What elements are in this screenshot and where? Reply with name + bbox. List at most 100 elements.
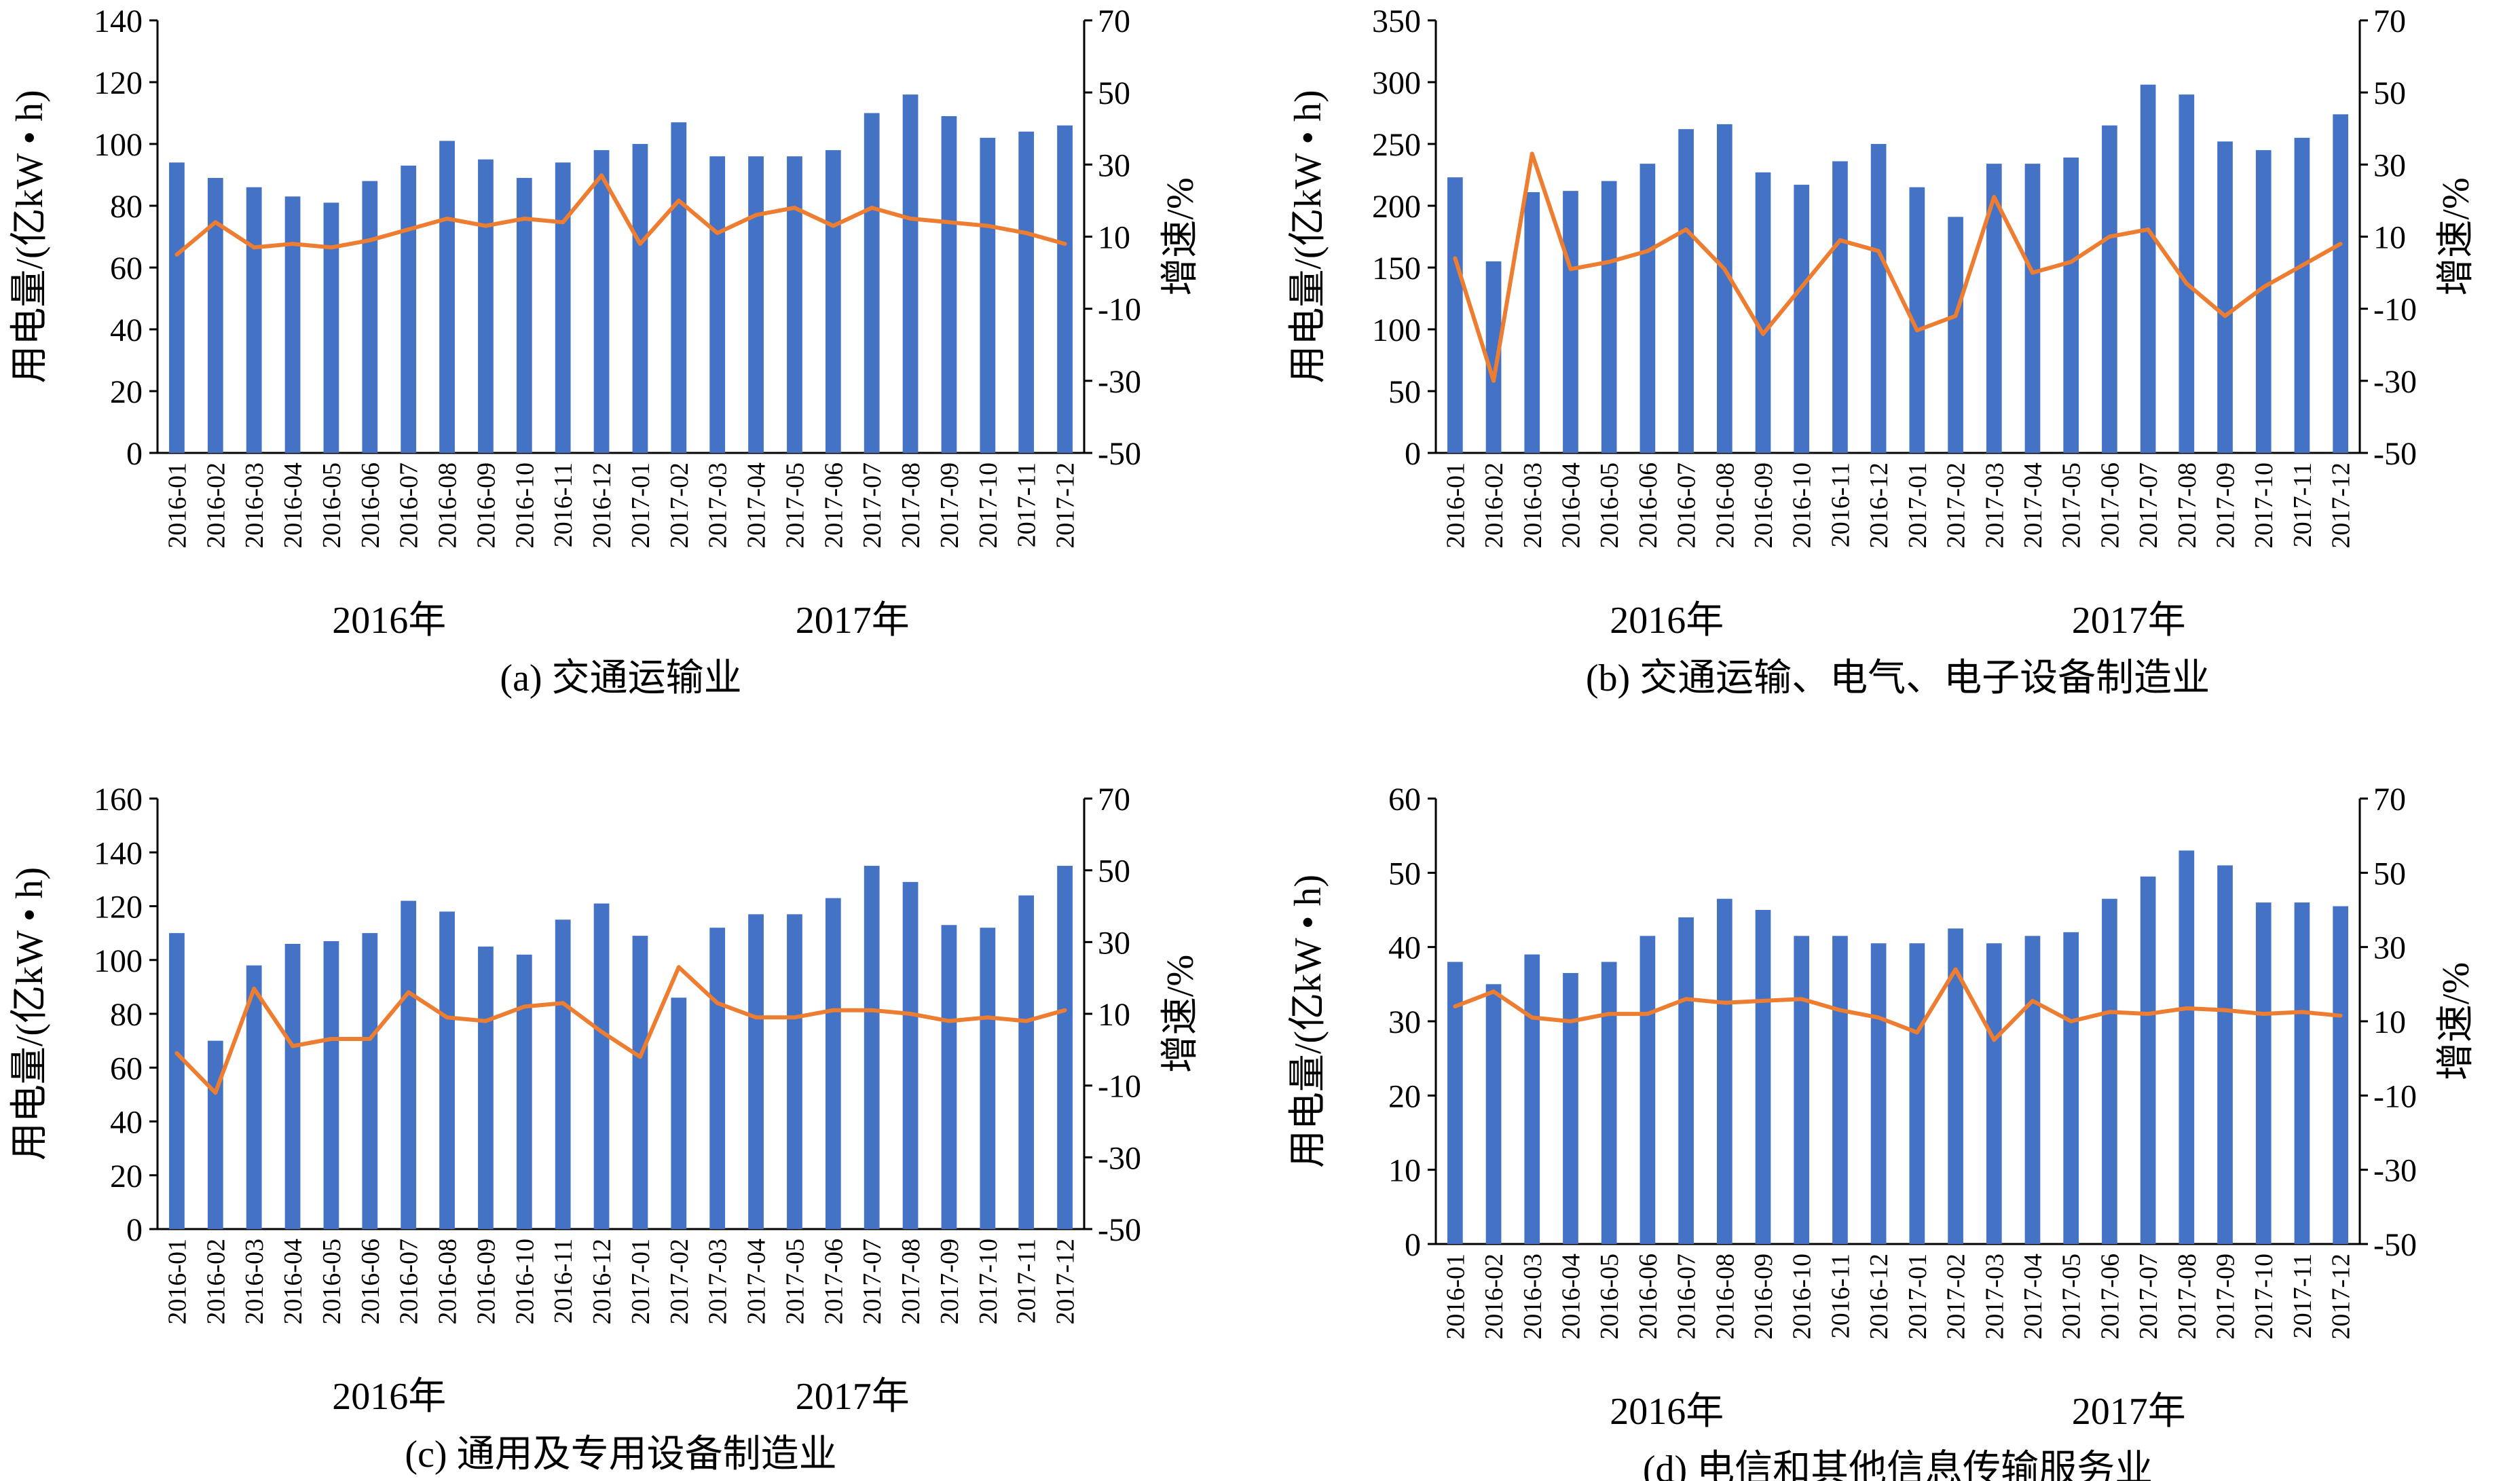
bar-2017-11 [1018, 895, 1035, 1229]
growth-point-2017-02 [1953, 967, 1958, 972]
x-tick-label: 2016-09 [472, 462, 500, 549]
growth-point-2017-03 [715, 1001, 720, 1006]
x-tick-label: 2017-02 [665, 462, 694, 549]
growth-point-2016-06 [367, 1036, 372, 1041]
growth-point-2016-07 [406, 227, 411, 232]
bar-2016-04 [284, 943, 301, 1229]
x-tick-label: 2016-04 [279, 1239, 308, 1325]
growth-point-2017-12 [2338, 1013, 2343, 1018]
x-tick-label: 2017-03 [1980, 1254, 2009, 1340]
growth-point-2016-01 [1453, 1004, 1458, 1009]
growth-point-2017-01 [637, 1055, 642, 1059]
growth-point-2017-06 [831, 1008, 836, 1012]
x-tick-label: 2016-11 [549, 462, 578, 547]
bar-2016-09 [1755, 910, 1771, 1244]
x-tick-label: 2016-06 [356, 1239, 385, 1325]
x-tick-label: 2016-05 [318, 462, 346, 549]
growth-point-2017-07 [2146, 227, 2151, 232]
growth-point-2017-05 [2069, 259, 2073, 264]
x-tick-label: 2016-03 [240, 1239, 269, 1325]
x-tick-label: 2017-04 [743, 1239, 771, 1325]
x-tick-label: 2016-03 [240, 462, 269, 549]
x-tick-label: 2017-09 [935, 1239, 964, 1325]
bar-2016-07 [1678, 129, 1694, 453]
x-tick-label: 2017-09 [2212, 1254, 2240, 1340]
x-tick-label: 2017-11 [1013, 1239, 1041, 1323]
bar-2017-12 [1057, 125, 1073, 453]
right-tick-label: 70 [2373, 782, 2406, 818]
x-tick-label: 2017-01 [1904, 462, 1932, 549]
bar-2017-12 [2333, 906, 2348, 1244]
bar-2017-01 [1909, 943, 1925, 1244]
x-tick-label: 2016-01 [1441, 462, 1470, 549]
x-tick-label: 2017-04 [743, 462, 771, 549]
x-tick-label: 2016-09 [1749, 462, 1778, 549]
growth-point-2016-04 [291, 1044, 295, 1048]
growth-point-2016-11 [1838, 238, 1842, 242]
growth-point-2016-03 [252, 987, 257, 991]
left-tick-label: 80 [110, 189, 143, 225]
panel-a-transport: 0 20 40 60 80 100 120 140 -50 -30 -10 10 30 50 70 2016-… [9, 3, 1202, 699]
x-tick-label: 2017-08 [897, 462, 925, 549]
growth-point-2017-11 [2299, 1010, 2304, 1014]
left-tick-label: 140 [94, 835, 143, 871]
growth-point-2016-04 [1568, 267, 1573, 272]
x-tick-label: 2017-10 [974, 462, 1003, 549]
x-tick-label: 2017-02 [1942, 462, 1971, 549]
growth-point-2016-06 [1645, 249, 1650, 253]
growth-point-2017-12 [1062, 1008, 1067, 1012]
growth-point-2016-02 [213, 1091, 218, 1095]
right-axis-title: 增速/% [2435, 962, 2477, 1080]
year-label-2016: 2016年 [332, 600, 446, 642]
bar-2016-09 [1755, 172, 1771, 454]
bar-2017-09 [941, 116, 957, 454]
x-tick-label: 2016-02 [202, 1239, 230, 1325]
bar-2016-02 [207, 178, 223, 453]
bar-2017-08 [2179, 94, 2195, 453]
bar-2016-03 [246, 965, 262, 1229]
growth-point-2017-01 [1914, 328, 1919, 333]
growth-point-2016-01 [174, 1051, 179, 1056]
left-tick-label: 60 [1388, 782, 1421, 818]
bar-2016-12 [593, 150, 610, 453]
bar-2016-06 [1639, 164, 1656, 453]
left-tick-label: 20 [1388, 1078, 1421, 1114]
left-tick-label: 60 [110, 251, 143, 287]
bar-2017-05 [787, 914, 802, 1229]
growth-point-2017-04 [754, 213, 758, 217]
x-tick-label: 2017-10 [2250, 462, 2278, 549]
bar-2017-07 [2140, 876, 2156, 1244]
bar-2017-06 [2102, 898, 2117, 1244]
growth-point-2016-05 [329, 245, 333, 250]
right-tick-label: -10 [2373, 1078, 2417, 1114]
growth-point-2016-09 [483, 1019, 488, 1023]
bar-2017-03 [709, 156, 726, 453]
right-tick-label: 70 [1098, 782, 1130, 818]
growth-point-2016-12 [1876, 249, 1881, 253]
growth-point-2017-10 [2261, 1012, 2266, 1017]
x-tick-label: 2017-07 [2134, 1254, 2163, 1340]
right-tick-label: 70 [2373, 3, 2406, 39]
x-tick-label: 2017-07 [858, 462, 887, 549]
bar-2016-03 [1524, 191, 1540, 453]
right-tick-label: 10 [1098, 220, 1130, 256]
bar-2016-10 [1794, 185, 1810, 453]
x-tick-label: 2017-05 [781, 462, 809, 549]
left-tick-label: 60 [110, 1050, 143, 1086]
left-axis-title: 用电量/(亿kW • h) [9, 90, 51, 383]
growth-point-2017-09 [946, 220, 951, 225]
bar-2017-03 [1986, 164, 2002, 453]
bar-2017-11 [2294, 902, 2310, 1244]
right-tick-label: -10 [1098, 1069, 1141, 1105]
left-tick-label: 0 [126, 1212, 143, 1248]
growth-point-2017-08 [908, 216, 913, 221]
right-tick-label: -30 [2373, 364, 2417, 400]
growth-point-2016-10 [522, 1004, 527, 1009]
left-tick-label: 100 [94, 943, 143, 979]
growth-point-2016-08 [445, 1015, 449, 1020]
x-tick-label: 2017-07 [858, 1239, 887, 1325]
left-tick-label: 100 [1372, 312, 1421, 348]
right-tick-label: -30 [2373, 1153, 2417, 1189]
growth-point-2016-10 [1799, 285, 1804, 289]
right-tick-label: -30 [1098, 1140, 1141, 1176]
